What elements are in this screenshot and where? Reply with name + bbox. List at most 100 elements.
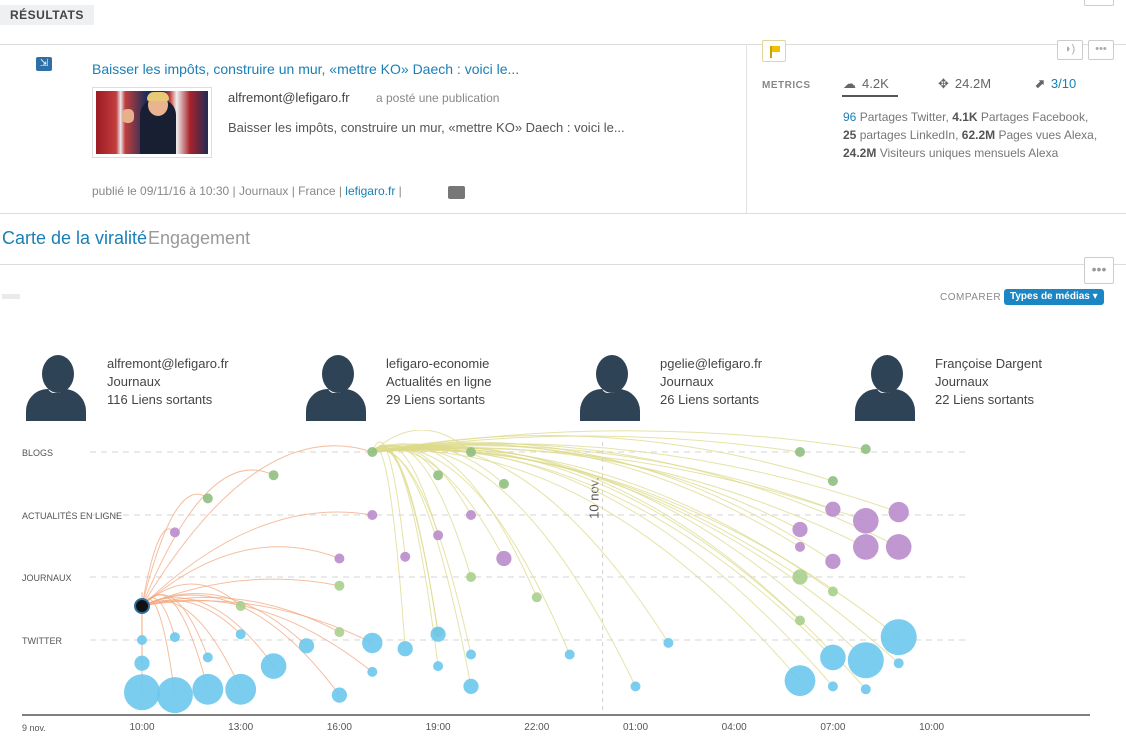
influencer-links: 116 Liens sortants bbox=[107, 392, 213, 407]
metrics-menu-button[interactable]: ••• bbox=[1088, 40, 1114, 60]
shares-metric[interactable]: ☁ 4.2K bbox=[843, 76, 889, 92]
influencer-links: 22 Liens sortants bbox=[935, 392, 1035, 407]
influencer-card[interactable]: lefigaro-economie Actualités en ligne 29… bbox=[386, 355, 492, 409]
rank-metric[interactable]: ⬈ 3/10 bbox=[1034, 76, 1076, 92]
data-point bbox=[496, 550, 512, 567]
top-corner-button[interactable] bbox=[1084, 0, 1114, 6]
avatar[interactable] bbox=[855, 355, 915, 421]
propagation-edge bbox=[372, 434, 834, 482]
data-point bbox=[225, 673, 257, 705]
collapse-handle[interactable] bbox=[2, 294, 20, 299]
data-point bbox=[498, 478, 509, 489]
x-tick-label: 13:00 bbox=[228, 722, 253, 733]
reach-metric[interactable]: ✥ 24.2M bbox=[938, 76, 991, 92]
avatar[interactable] bbox=[306, 355, 366, 421]
media-types-dropdown[interactable]: Types de médias ▾ bbox=[1004, 289, 1104, 305]
data-point bbox=[630, 681, 641, 692]
propagation-edge bbox=[371, 441, 406, 557]
data-point bbox=[663, 637, 674, 648]
influencer-type: Journaux bbox=[107, 374, 161, 389]
data-point bbox=[397, 641, 413, 657]
data-point bbox=[827, 586, 838, 597]
row-label: BLOGS bbox=[22, 448, 53, 458]
publication-thumbnail[interactable] bbox=[92, 87, 212, 158]
data-point bbox=[860, 684, 871, 695]
linkedin-shares-label: partages LinkedIn, bbox=[856, 128, 962, 142]
data-point bbox=[367, 666, 378, 677]
publication-title-link[interactable]: Baisser les impôts, construire un mur, «… bbox=[92, 61, 520, 77]
data-point bbox=[169, 632, 180, 643]
data-point bbox=[202, 652, 213, 663]
publication-meta-suffix: | bbox=[395, 184, 402, 198]
author-name[interactable]: alfremont@lefigaro.fr bbox=[228, 90, 350, 105]
publication-type-icon: ⇲ bbox=[36, 57, 52, 71]
shares-underline bbox=[842, 95, 898, 97]
propagation-edge bbox=[372, 449, 472, 655]
tab-engagement[interactable]: Engagement bbox=[148, 228, 251, 248]
x-tick-label: 19:00 bbox=[426, 722, 451, 733]
influencer-card[interactable]: pgelie@lefigaro.fr Journaux 26 Liens sor… bbox=[660, 355, 762, 409]
shares-value: 4.2K bbox=[862, 76, 889, 91]
virality-chart[interactable]: BLOGS ACTUALITÉS EN LIGNE JOURNAUX TWITTER 1… bbox=[0, 430, 1126, 737]
vertical-divider bbox=[746, 44, 747, 214]
influencer-type: Journaux bbox=[935, 374, 989, 389]
source-link[interactable]: lefigaro.fr bbox=[345, 184, 396, 198]
propagation-edge bbox=[372, 445, 472, 516]
compare-label: COMPARER bbox=[940, 292, 1002, 303]
propagation-edge bbox=[141, 546, 340, 607]
data-point bbox=[784, 665, 816, 696]
metrics-label: METRICS bbox=[762, 80, 811, 91]
reach-value: 24.2M bbox=[954, 76, 992, 91]
chart-menu-button[interactable]: ••• bbox=[1084, 257, 1114, 284]
data-point bbox=[334, 627, 345, 638]
data-point bbox=[792, 521, 808, 538]
data-point bbox=[466, 649, 476, 660]
flag-icon[interactable] bbox=[762, 40, 786, 62]
data-point bbox=[463, 678, 479, 694]
data-point bbox=[331, 687, 347, 703]
tab-virality-map[interactable]: Carte de la viralité bbox=[2, 228, 148, 248]
propagation-edge bbox=[371, 445, 439, 667]
folder-icon[interactable] bbox=[448, 186, 465, 199]
influencer-card[interactable]: alfremont@lefigaro.fr Journaux 116 Liens… bbox=[107, 355, 229, 409]
data-point bbox=[853, 534, 879, 560]
data-point bbox=[466, 572, 476, 582]
data-point bbox=[888, 501, 909, 523]
data-point bbox=[433, 470, 444, 481]
influencer-type: Journaux bbox=[660, 374, 714, 389]
influencer-card[interactable]: Françoise Dargent Journaux 22 Liens sort… bbox=[935, 355, 1042, 409]
data-point bbox=[825, 501, 841, 517]
x-tick-label: 22:00 bbox=[524, 722, 549, 733]
data-point bbox=[260, 653, 287, 679]
propagation-edge bbox=[372, 447, 571, 655]
row-label: ACTUALITÉS EN LIGNE bbox=[22, 511, 122, 521]
data-point bbox=[531, 592, 542, 603]
x-tick-label: 07:00 bbox=[820, 722, 845, 733]
propagation-edge bbox=[141, 596, 340, 633]
influencer-type: Actualités en ligne bbox=[386, 374, 492, 389]
data-point bbox=[825, 553, 841, 569]
data-point bbox=[827, 681, 838, 692]
day-marker-label: 10 nov. bbox=[587, 477, 602, 519]
author-action: a posté une publication bbox=[376, 91, 500, 105]
signal-icon[interactable]: ◗) bbox=[1057, 40, 1083, 60]
row-label: TWITTER bbox=[22, 636, 62, 646]
propagation-edge bbox=[371, 447, 439, 633]
propagation-edge bbox=[372, 446, 867, 548]
alexa-views-count: 62.2M bbox=[961, 128, 996, 142]
data-point bbox=[235, 629, 246, 640]
twitter-shares-count: 96 bbox=[843, 110, 857, 124]
avatar[interactable] bbox=[26, 355, 86, 421]
data-point bbox=[827, 476, 838, 486]
results-tab[interactable]: RÉSULTATS bbox=[0, 5, 94, 25]
avatar[interactable] bbox=[580, 355, 640, 421]
propagation-edge bbox=[372, 449, 472, 687]
data-point bbox=[466, 510, 476, 520]
data-point bbox=[880, 619, 917, 656]
data-point bbox=[795, 447, 805, 457]
x-tick-label: 01:00 bbox=[623, 722, 648, 733]
data-point bbox=[847, 642, 884, 679]
influencer-links: 26 Liens sortants bbox=[660, 392, 760, 407]
data-point bbox=[134, 655, 150, 671]
propagation-edge bbox=[372, 443, 899, 513]
